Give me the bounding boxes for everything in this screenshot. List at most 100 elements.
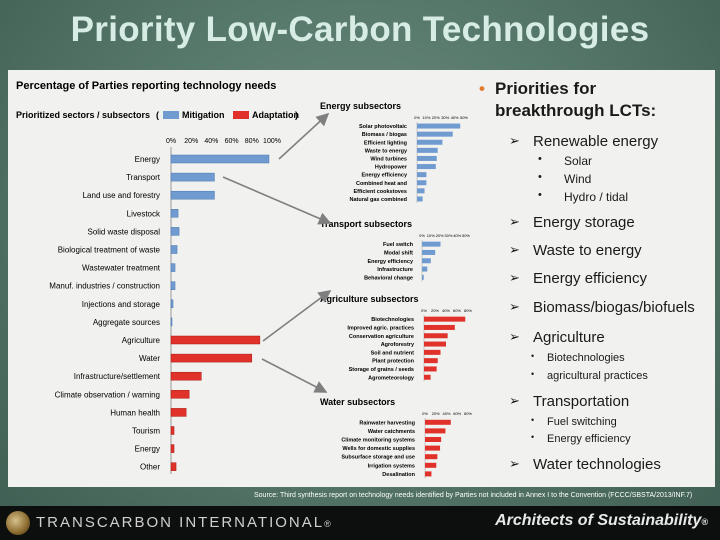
mitigation-bar — [170, 172, 215, 182]
subsector-tick-label: 0% — [414, 115, 420, 120]
content-panel: Percentage of Parties reporting technolo… — [8, 70, 715, 487]
subsector-category-label: Irrigation systems — [368, 463, 415, 469]
subsector-bar — [422, 241, 441, 247]
subsector-category-label: Waste to energy — [365, 148, 408, 154]
subsector-chart-title: Agriculture subsectors — [320, 294, 419, 304]
subsector-chart-title: Transport subsectors — [320, 219, 412, 229]
main-category-header: Prioritized sectors / subsectors — [16, 110, 150, 120]
bullet-renewable: ➢ Renewable energy — [509, 133, 658, 150]
subsector-tick-label: 0% — [421, 308, 427, 313]
bullet-solar: • Solar — [538, 153, 592, 168]
mitigation-bar — [170, 263, 176, 272]
bullet-transport-efficiency: • Energy efficiency — [531, 432, 631, 445]
legend-open-paren: ( — [156, 110, 159, 120]
subsector-tick-label: 80% — [464, 411, 472, 416]
subsector-bar — [424, 316, 466, 322]
subsector-bar — [424, 333, 448, 339]
subsector-bar — [417, 139, 443, 145]
bullet-heading-line2: breakthrough LCTs: — [495, 101, 657, 120]
bullet-transportation-label: Transportation — [533, 393, 630, 410]
main-category-label: Wastewater treatment — [82, 264, 161, 273]
bullet-hydro: • Hydro / tidal — [538, 189, 629, 204]
subsector-tick-label: 20% — [436, 233, 444, 238]
legend-close-paren: ) — [295, 110, 298, 120]
subsector-tick-label: 40% — [453, 233, 461, 238]
arrow-bullet-icon: ➢ — [509, 214, 520, 229]
subsector-category-label: Wells for domestic supplies — [342, 446, 415, 452]
main-category-label: Transport — [126, 173, 161, 182]
subsector-bar — [425, 437, 442, 442]
mitigation-bar — [170, 227, 180, 236]
subsector-tick-label: 30% — [444, 233, 452, 238]
sub-bullet-dot: • — [538, 171, 542, 183]
arrow-bullet-icon: ➢ — [509, 456, 520, 471]
bullet-storage: ➢ Energy storage — [509, 214, 635, 231]
adaptation-bar — [170, 353, 253, 363]
arrow-bullet-icon: ➢ — [509, 329, 520, 344]
subsector-tick-label: 40% — [451, 115, 459, 120]
subsector-category-label: Climate monitoring systems — [341, 438, 415, 444]
bullet-heading-line1: Priorities for — [495, 79, 597, 98]
arrow-bullet-icon: ➢ — [509, 242, 520, 257]
subsector-bar — [424, 349, 441, 355]
subsector-bar — [425, 454, 438, 460]
bullet-hydro-label: Hydro / tidal — [564, 190, 629, 204]
mitigation-bar — [170, 245, 178, 254]
sector-link-arrow — [261, 358, 328, 393]
bullet-biomass-label: Biomass/biogas/biofuels — [533, 299, 695, 316]
subsector-chart-title: Water subsectors — [320, 397, 395, 407]
subsector-tick-label: 50% — [462, 233, 470, 238]
subsector-category-label: Biomass / biogas — [362, 132, 407, 138]
mitigation-bar — [170, 281, 176, 290]
subsector-bar — [425, 428, 446, 434]
main-category-label: Energy — [135, 445, 160, 454]
subsector-tick-label: 0% — [419, 233, 425, 238]
bullet-wind-label: Wind — [564, 172, 592, 186]
main-category-label: Manuf. industries / construction — [49, 282, 160, 291]
subsector-category-label: Energy efficiency — [361, 173, 407, 179]
subsector-tick-label: 30% — [441, 115, 449, 120]
subsector-tick-label: 10% — [427, 233, 435, 238]
sub-bullet-dot: • — [531, 351, 535, 361]
subsector-category-label: Biotechnologies — [371, 317, 414, 323]
legend-mitigation-swatch — [163, 111, 179, 119]
subsector-category-label: Subsurface storage and use — [341, 455, 415, 461]
subsector-bar — [422, 258, 431, 264]
adaptation-bar — [170, 335, 261, 345]
sector-link-arrow — [222, 176, 332, 225]
subsector-tick-label: 20% — [431, 308, 439, 313]
subsector-tick-label: 10% — [422, 115, 430, 120]
subsector-bar — [417, 123, 461, 129]
subsector-category-label: Rainwater harvesting — [359, 420, 415, 426]
arrow-bullet-icon: ➢ — [509, 393, 520, 408]
subsector-bar — [417, 131, 453, 137]
subsector-category-label: Natural gas combined — [350, 197, 407, 203]
subsector-bar — [424, 374, 431, 380]
mitigation-bar — [170, 209, 179, 218]
sub-bullet-dot: • — [538, 189, 542, 201]
subsector-category-label: Solar photovoltaic — [359, 124, 407, 130]
subsector-tick-label: 0% — [422, 411, 428, 416]
main-category-label: Livestock — [127, 209, 161, 218]
subsector-category-label: Wind turbines — [370, 156, 407, 162]
subsector-bar — [424, 341, 446, 347]
subsector-chart-title: Energy subsectors — [320, 101, 401, 111]
bullet-biotech-label: Biotechnologies — [547, 352, 625, 364]
main-tick-label: 100% — [263, 138, 281, 145]
subsector-category-label: Agrometeorology — [368, 375, 415, 381]
main-category-label: Land use and forestry — [83, 191, 160, 200]
bullet-agri-practices-label: agricultural practices — [547, 370, 648, 382]
footer-tagline-mark: ® — [701, 517, 708, 527]
sector-link-arrow — [262, 290, 332, 342]
subsector-category-label: Infrastructure — [377, 267, 413, 273]
subsector-category-label: Soil and nutrient — [371, 350, 415, 356]
arrow-bullet-icon: ➢ — [509, 270, 520, 285]
main-category-label: Water — [139, 354, 160, 363]
main-category-label: Climate observation / warning — [55, 390, 160, 399]
bullet-transport-efficiency-label: Energy efficiency — [547, 433, 631, 445]
footer-tagline: Architects of Sustainability® — [495, 512, 708, 530]
bullet-fuel-switching: • Fuel switching — [531, 415, 617, 428]
slide-title: Priority Low-Carbon Technologies — [70, 10, 650, 49]
bullet-transportation: ➢ Transportation — [509, 393, 630, 410]
subsector-category-label: Agroforestry — [381, 342, 415, 348]
